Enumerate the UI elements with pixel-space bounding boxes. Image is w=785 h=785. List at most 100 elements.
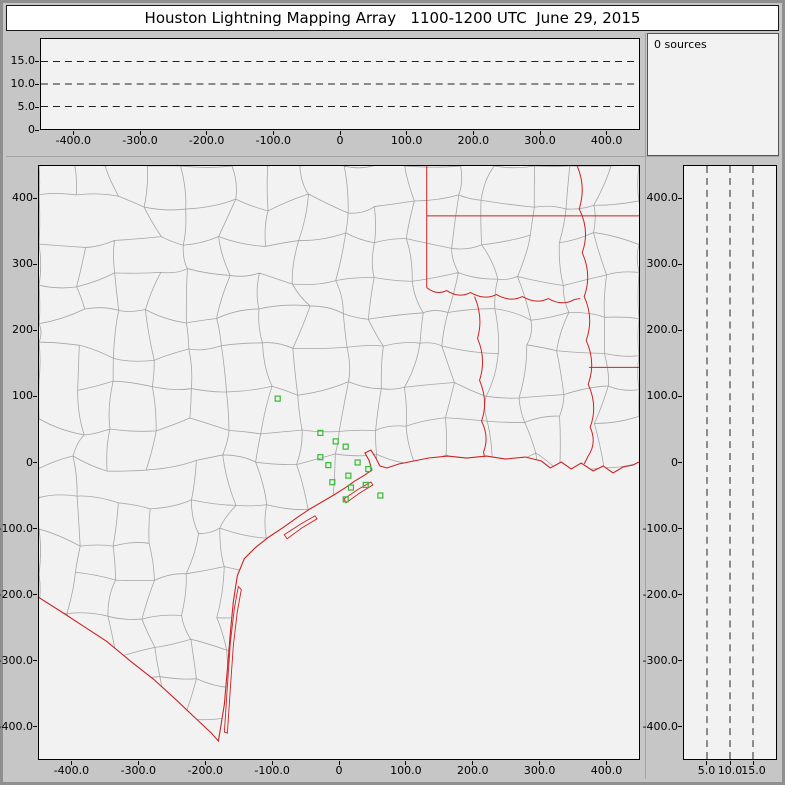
altitude-vs-northsouth-panel: 5.0 10.0 15.0 400.0 300.0 200.0 100.0 0 -100.0 -2… [643,157,779,779]
tick-label: -400.0 [0,719,33,733]
tick-label: -300.0 [122,134,158,147]
barrier-island [223,585,242,734]
tick-mark [33,395,37,397]
tick-label: -400.0 [53,764,90,777]
tick-mark [606,761,608,765]
tick-mark [33,528,37,530]
tick-label: -200.0 [642,587,678,601]
tick-label: 300 [12,257,33,271]
plan-view-map-panel: -400.0 -300.0 -200.0 -100.0 0 100.0 200.0 300.0… [0,157,644,779]
tick-label: 100.0 [390,764,422,777]
lma-station-marker [329,479,336,486]
tick-label: 300.0 [523,764,556,777]
coastline-and-rio-grande [39,449,639,743]
lma-station-marker [365,465,372,473]
title-bar: Houston Lightning Mapping Array 1100-120… [6,5,779,31]
tick-label: -200.0 [187,764,223,777]
lma-station-marker [332,438,339,445]
tick-mark [35,83,39,85]
state-border-line [474,296,487,458]
tick-label: 0 [671,455,678,469]
tick-mark [137,761,139,765]
altitude-vs-eastwest-plot[interactable] [40,38,640,130]
barrier-island [283,515,318,540]
tick-label: -300.0 [0,653,33,667]
tick-mark [33,263,37,265]
tick-mark [678,528,682,530]
tick-mark [539,131,541,135]
county-boundaries [39,166,639,742]
lma-station-marker [274,395,281,402]
tick-label: 0 [335,764,343,777]
tick-mark [406,131,408,135]
tick-mark [678,395,682,397]
tick-mark [753,761,754,765]
tick-label: 10.0 [10,77,36,90]
tick-mark [678,462,682,463]
tick-mark [33,594,37,596]
tick-label: 5.0 [697,764,716,777]
lma-station-marker [347,484,355,491]
altitude-gridlines [41,61,639,107]
tick-label: -400.0 [55,134,92,147]
tick-mark [33,660,37,662]
tick-label: -400.0 [642,719,678,733]
tick-mark [678,197,682,199]
lma-station-marker [342,496,349,503]
tick-label: 15.0 [741,764,766,777]
tick-label: 200.0 [457,134,490,147]
tick-mark [678,660,682,662]
altitude-gridlines [706,166,754,759]
tick-label: 0 [28,123,35,136]
tick-label: 400.0 [590,764,623,777]
lma-station-marker [362,481,369,489]
panel-divider-vertical [645,33,646,779]
lma-station-marker [325,462,332,469]
sources-counter-panel: 0 sources [647,33,779,156]
tick-mark [33,726,37,728]
tick-mark [206,131,208,135]
tick-label: -300.0 [120,764,157,777]
tick-label: 300.0 [646,257,679,271]
tick-label: 400 [12,191,33,205]
county-state-map [39,166,639,743]
lma-station-marker [345,472,352,479]
tick-label: -200.0 [0,587,33,601]
tick-label: 15.0 [10,54,36,67]
tick-mark [729,761,731,765]
tick-mark [678,726,682,728]
tick-mark [339,131,341,135]
tick-mark [35,129,39,131]
tick-mark [606,131,608,135]
tick-mark [539,761,541,765]
tick-label: 300.0 [524,134,556,147]
tick-label: 100.0 [390,134,423,147]
window-title: Houston Lightning Mapping Array 1100-120… [144,9,641,27]
tick-mark [70,761,72,765]
tick-mark [472,131,474,135]
tick-label: 200.0 [457,764,489,777]
tick-mark [405,761,407,765]
tick-label: -100.0 [254,764,290,777]
tick-mark [35,106,39,108]
tick-label: 100.0 [646,389,679,403]
altitude-vs-northsouth-plot[interactable] [683,165,777,760]
tick-mark [204,761,206,765]
tick-mark [35,60,39,62]
tick-label: -300.0 [642,653,678,667]
tick-mark [72,131,74,135]
plan-view-map-plot[interactable] [38,165,640,760]
tick-label: 100 [12,389,33,403]
tick-mark [678,329,682,331]
tick-label: 400.0 [590,134,623,147]
tick-mark [338,761,340,765]
altitude-vs-eastwest-panel: -400.0 -300.0 -200.0 -100.0 0 100.0 200.0 300.0… [6,33,644,156]
tick-mark [33,329,37,331]
tick-label: 200 [12,323,33,337]
barrier-island [343,481,374,504]
tick-label: 400.0 [646,191,679,205]
tick-label: 10.0 [717,764,743,777]
tick-label: 200.0 [646,323,679,337]
tick-label: -100.0 [255,134,292,147]
